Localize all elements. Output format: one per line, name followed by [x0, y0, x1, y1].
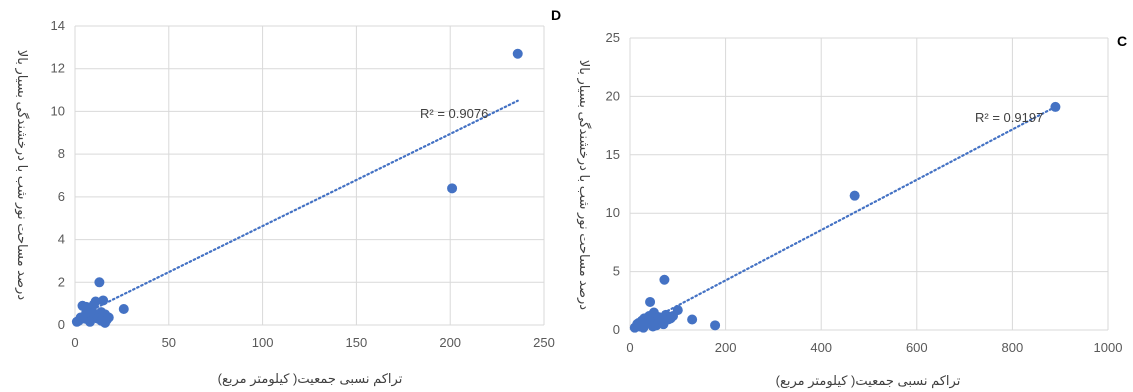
data-point	[687, 314, 698, 325]
y-tick-label: 12	[51, 61, 65, 76]
y-tick-label: 6	[58, 189, 65, 204]
panel-label: D	[551, 7, 561, 23]
data-point	[71, 316, 82, 327]
x-axis-title: تراکم نسبی جمعیت( کیلومتر مربع)	[218, 371, 403, 387]
y-tick-label: 10	[606, 205, 620, 220]
x-tick-label: 250	[533, 335, 555, 350]
x-tick-label: 200	[715, 340, 737, 355]
y-tick-label: 20	[606, 88, 620, 103]
x-tick-label: 0	[626, 340, 633, 355]
y-tick-label: 15	[606, 147, 620, 162]
data-point	[96, 315, 107, 326]
data-point	[659, 274, 670, 285]
x-axis-title: تراکم نسبی جمعیت( کیلومتر مربع)	[776, 373, 961, 389]
data-point	[447, 183, 458, 194]
y-tick-label: 5	[613, 264, 620, 279]
x-tick-label: 800	[1002, 340, 1024, 355]
data-point	[118, 303, 129, 314]
data-point	[103, 312, 114, 323]
x-tick-label: 400	[810, 340, 832, 355]
data-point	[645, 296, 656, 307]
scatter-panel-c: 0 5 10 15 20 25 0 200 400 600 800 1000 R² = 0.9197 C ت…	[576, 30, 1127, 389]
data-point	[85, 316, 96, 327]
data-point	[633, 317, 644, 328]
y-tick-label: 0	[613, 322, 620, 337]
data-point	[647, 321, 658, 332]
y-tick-label: 4	[58, 232, 65, 247]
data-point	[98, 295, 109, 306]
data-point	[710, 320, 721, 331]
x-tick-label: 50	[162, 335, 176, 350]
x-tick-label: 1000	[1094, 340, 1123, 355]
data-point	[81, 307, 92, 318]
trendline	[79, 99, 519, 317]
r-squared-label: R² = 0.9076	[420, 106, 488, 121]
x-tick-label: 100	[252, 335, 274, 350]
y-tick-label: 25	[606, 30, 620, 45]
x-tick-label: 150	[346, 335, 368, 350]
x-tick-label: 200	[439, 335, 461, 350]
y-tick-label: 10	[51, 103, 65, 118]
y-axis-title: درصد مساحت نور شب با درخشندگی بسیار بالا	[576, 60, 592, 310]
data-point	[668, 310, 679, 321]
y-tick-label: 14	[51, 18, 65, 33]
y-tick-label: 0	[58, 317, 65, 332]
trendline	[634, 106, 1055, 329]
data-point	[90, 296, 101, 307]
data-point	[849, 190, 860, 201]
scatter-panel-d: 0 2 4 6 8 10 12 14 0 50 100 150 200 250 R² = 0.9076 D تر…	[14, 7, 561, 387]
data-point	[1050, 101, 1061, 112]
panel-label: C	[1117, 33, 1127, 49]
data-point	[512, 48, 523, 59]
x-tick-label: 0	[71, 335, 78, 350]
y-axis-title: درصد مساحت نور شب با درخشندگی بسیار بالا	[14, 50, 30, 300]
y-tick-label: 2	[58, 274, 65, 289]
x-tick-label: 600	[906, 340, 928, 355]
data-point	[94, 277, 105, 288]
y-tick-label: 8	[58, 146, 65, 161]
r-squared-label: R² = 0.9197	[975, 110, 1043, 125]
